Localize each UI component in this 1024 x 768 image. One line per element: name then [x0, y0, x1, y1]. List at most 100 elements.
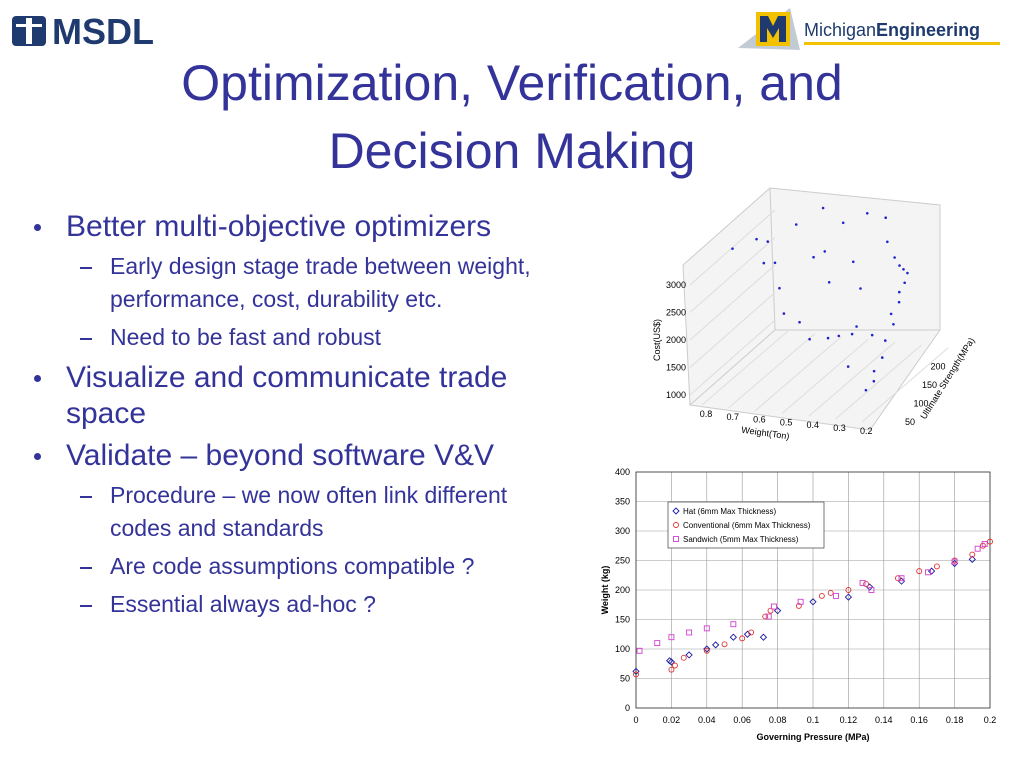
grid-line: [689, 264, 776, 341]
x-tick-label: 0.3: [833, 423, 846, 433]
bullet: Visualize and communicate trade space: [30, 360, 556, 432]
point: [863, 581, 870, 588]
michigan-logo: MichiganEngineering: [804, 20, 980, 40]
msdl-icon-line: [26, 18, 32, 44]
sub-bullet-dash: [80, 496, 92, 498]
point: [795, 602, 802, 609]
point: [979, 542, 986, 549]
point: [872, 379, 876, 383]
point: [748, 629, 754, 636]
z-tick-label: 1500: [666, 363, 686, 373]
z-tick-label: 1000: [666, 390, 686, 400]
sub-bullet-text: Need to be fast and robust: [110, 324, 382, 350]
point: [818, 592, 825, 599]
y-tick-label: 400: [615, 467, 630, 477]
x-tick-label: 0.7: [726, 412, 739, 422]
bullet-text: Visualize and communicate trade space: [66, 361, 508, 430]
z-axis-label: Cost(US$): [652, 319, 662, 361]
point: [771, 603, 778, 610]
point: [798, 320, 801, 324]
bullet-text: Better multi-objective optimizers: [66, 210, 492, 243]
bullet-dot: [34, 224, 41, 231]
point: [903, 281, 906, 285]
x-tick-label: 0.08: [769, 715, 787, 725]
sub-bullet-dash: [80, 267, 92, 269]
legend-marker: [673, 522, 679, 528]
point: [821, 206, 825, 210]
x-tick-label: 0.04: [698, 715, 716, 725]
point: [827, 281, 831, 284]
point: [782, 312, 786, 315]
point: [974, 545, 981, 552]
point: [865, 212, 869, 215]
bullet-text: Validate – beyond software V&V: [66, 439, 495, 472]
point: [866, 583, 874, 591]
x-tick-label: 0.4: [807, 420, 820, 430]
point: [925, 569, 931, 576]
plot-frame: [635, 471, 991, 709]
point: [933, 563, 940, 570]
block-m-letter: [760, 16, 786, 42]
point: [859, 579, 866, 586]
bullet: Validate – beyond software V&V: [30, 438, 556, 474]
point: [762, 261, 766, 265]
x-tick-label: 0.8: [700, 409, 713, 419]
x-tick-label: 0.12: [840, 715, 858, 725]
point: [668, 634, 675, 641]
point: [969, 551, 976, 558]
y-tick-label: 150: [922, 380, 937, 390]
x-tick-label: 0.14: [875, 715, 893, 725]
point: [671, 662, 678, 669]
legend-box: [667, 501, 825, 549]
point: [633, 671, 639, 678]
point: [902, 267, 905, 271]
point: [827, 590, 834, 596]
pane: [682, 187, 941, 431]
x-tick-label: 0.16: [910, 715, 928, 725]
point: [794, 223, 798, 226]
x-tick-label: 0.02: [663, 715, 681, 725]
sub-bullet: Are code assumptions compatible ?: [30, 550, 562, 583]
point: [773, 607, 782, 615]
x-tick-label: 0.6: [753, 415, 766, 425]
point: [778, 286, 781, 290]
point: [809, 598, 817, 606]
bullet-list: Better multi-objective optimizers Early d…: [30, 203, 570, 621]
y-tick-label: 200: [931, 362, 946, 372]
point: [859, 287, 862, 290]
point: [773, 261, 777, 265]
point: [636, 647, 643, 654]
point: [826, 336, 830, 340]
point: [632, 667, 640, 676]
point: [833, 592, 839, 599]
point: [893, 256, 896, 259]
legend-label: Conventional (6mm Max Thickness): [683, 521, 811, 530]
point: [916, 568, 923, 575]
point: [762, 613, 769, 620]
sub-bullet-dash: [80, 338, 92, 340]
x-tick-label: 0.1: [807, 715, 820, 725]
point: [767, 607, 774, 614]
point: [883, 339, 887, 342]
chart-3d: 0.8 0.7 0.6 0.5 0.4 0.3 0.2 50 100 150 200 1000 1500…: [652, 187, 977, 441]
z-tick-label: 2000: [666, 335, 686, 345]
point: [766, 240, 770, 243]
legend-marker: [672, 507, 680, 515]
grid-line: [689, 292, 776, 368]
point: [880, 356, 884, 359]
y-tick-label: 100: [615, 644, 630, 654]
point: [872, 369, 876, 373]
z-tick-label: 3000: [666, 280, 686, 290]
pane-edge: [689, 329, 776, 406]
x-tick-label: 0.5: [780, 417, 793, 427]
slide-title: Optimization, Verification, and: [181, 55, 842, 111]
point: [686, 629, 693, 636]
y-tick-label: 50: [905, 417, 915, 427]
slide-title: Decision Making: [329, 123, 696, 179]
point: [721, 641, 728, 648]
point: [850, 332, 854, 336]
point: [897, 290, 901, 294]
point: [951, 558, 958, 565]
point: [846, 365, 850, 368]
